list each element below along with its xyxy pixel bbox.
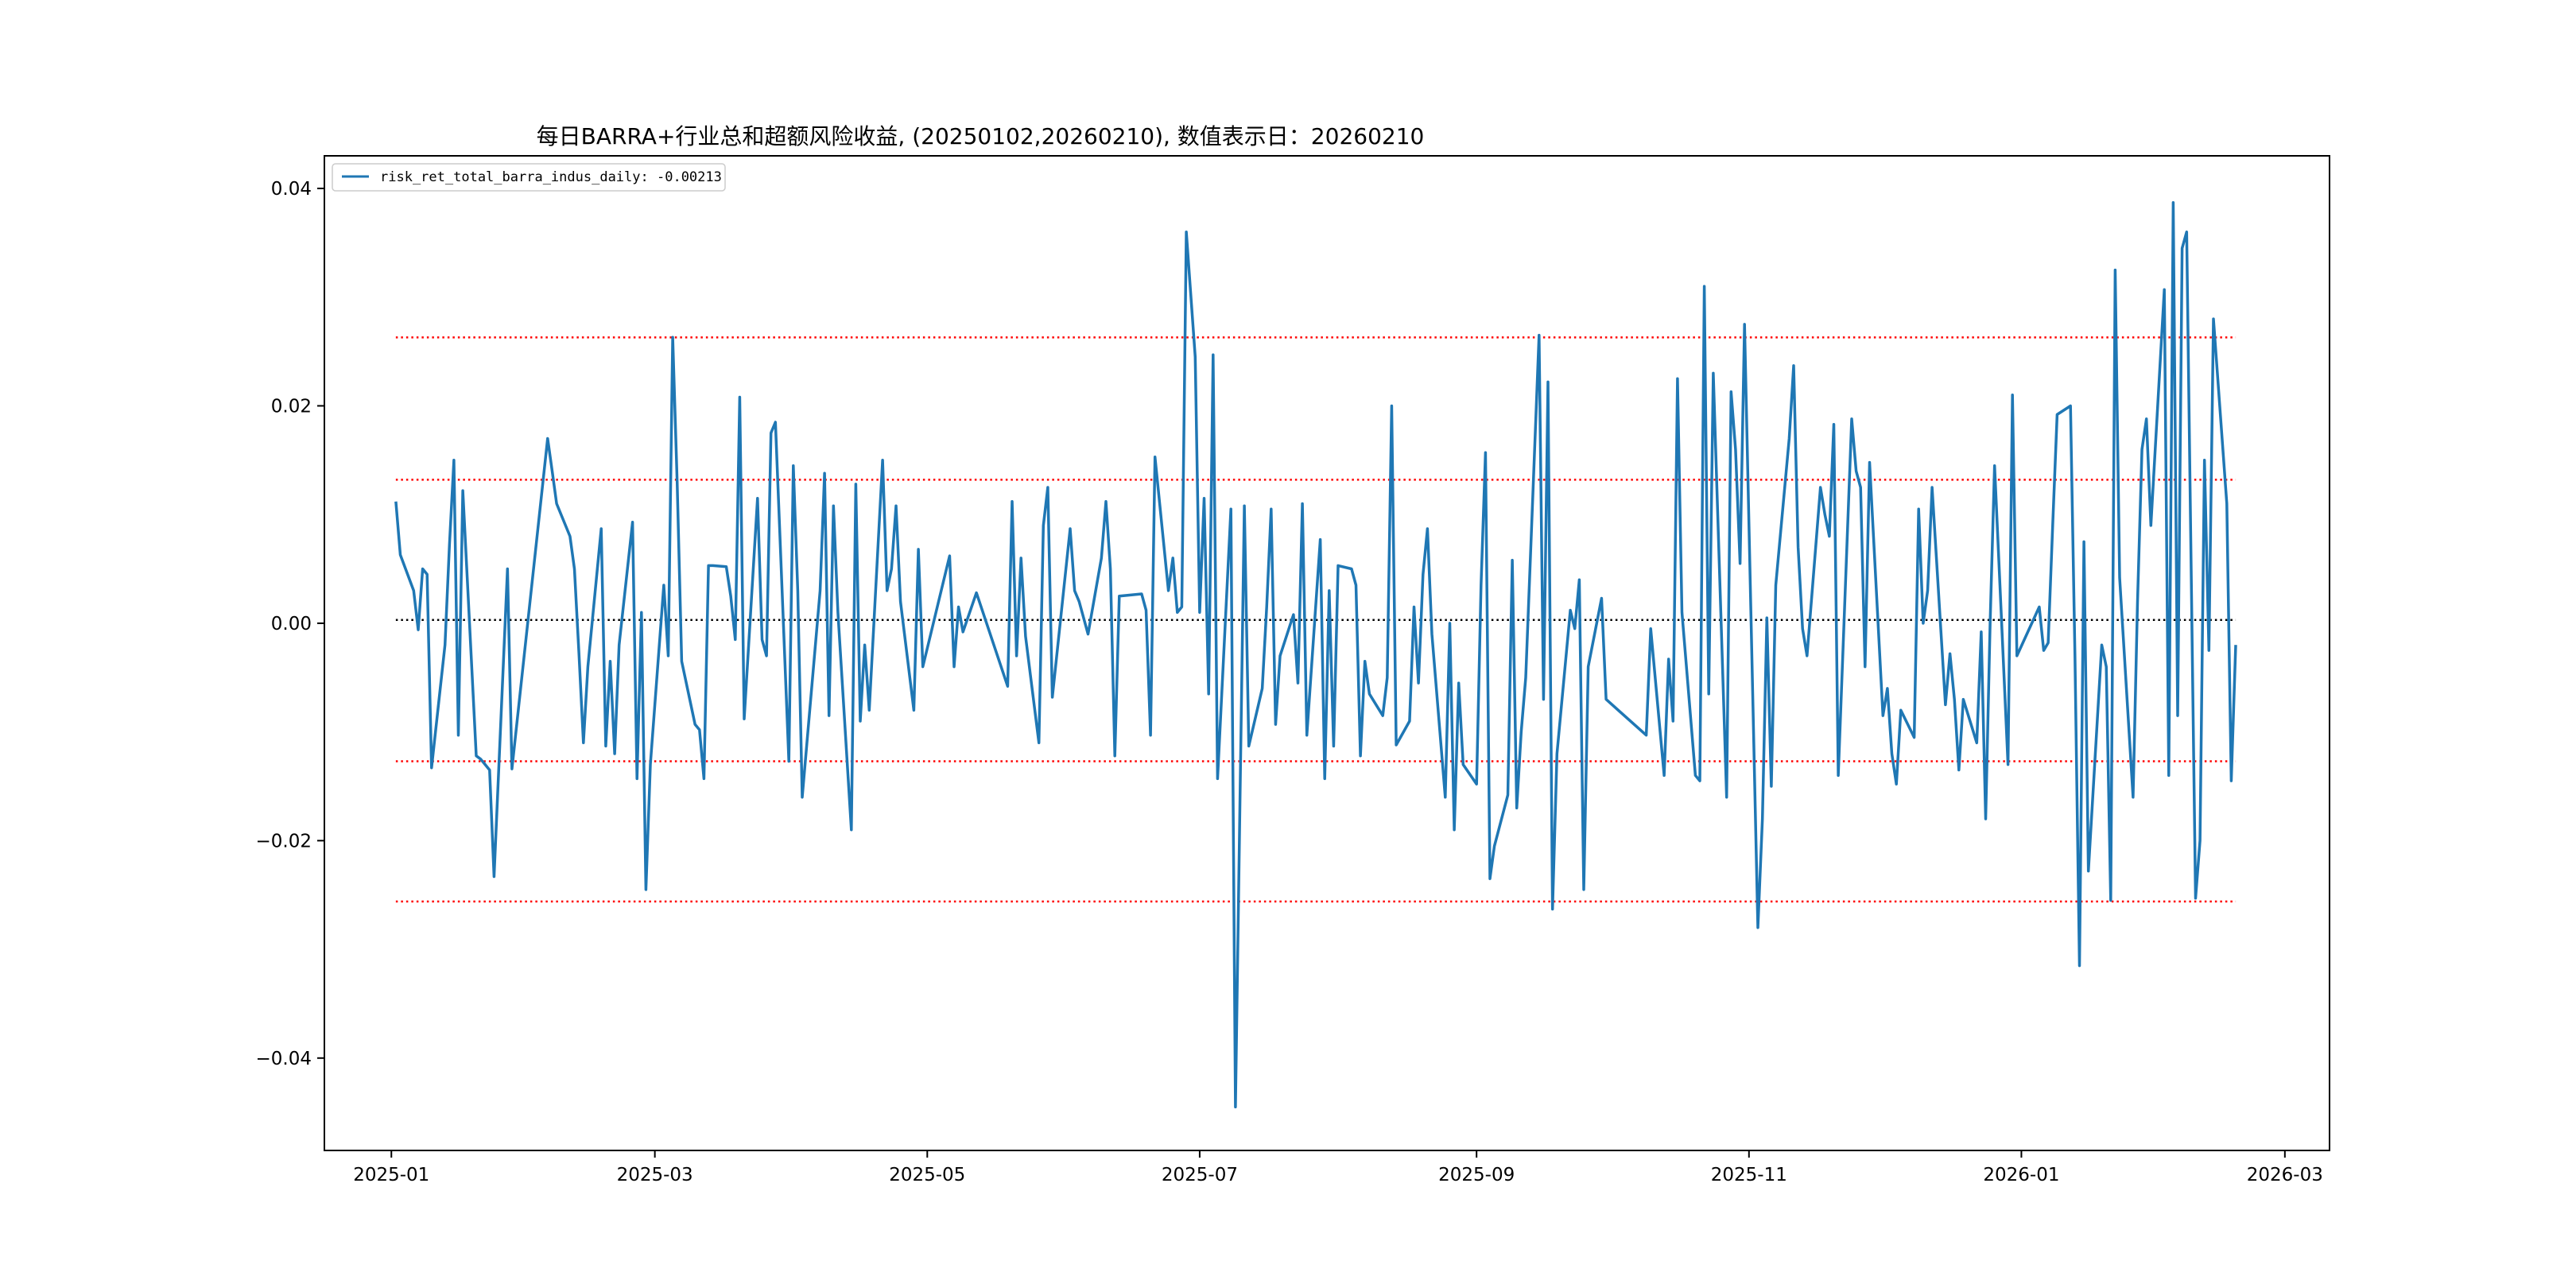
y-tick-label: 0.02	[271, 396, 312, 417]
y-tick-label: −0.02	[256, 831, 312, 852]
x-tick-label: 2025-05	[889, 1165, 965, 1185]
x-tick-label: 2025-09	[1438, 1165, 1515, 1185]
legend-box	[332, 163, 726, 192]
plot-frame	[324, 155, 2330, 1151]
data-series	[394, 201, 2237, 1109]
x-tick-label: 2026-01	[1983, 1165, 2059, 1185]
x-axis: 2025-01 2025-03 2025-05 2025-07 2025-09 2025-…	[353, 1150, 2323, 1185]
chart-title: 每日BARRA+行业总和超额风险收益, (20250102,20260210),…	[537, 123, 1425, 149]
x-tick-label: 2025-11	[1711, 1165, 1787, 1185]
y-tick-label: −0.04	[256, 1049, 312, 1069]
x-tick-label: 2025-01	[353, 1165, 429, 1185]
y-axis: 0.04 0.02 0.00 −0.02 −0.04	[256, 179, 324, 1069]
y-tick-label: 0.04	[271, 179, 312, 200]
x-tick-label: 2025-07	[1162, 1165, 1238, 1185]
x-tick-label: 2026-03	[2247, 1165, 2323, 1185]
x-tick-label: 2025-03	[617, 1165, 693, 1185]
legend: risk_ret_total_barra_indus_daily: -0.002…	[332, 163, 726, 192]
y-tick-label: 0.00	[271, 614, 312, 634]
series-line	[394, 201, 2237, 1109]
legend-label: risk_ret_total_barra_indus_daily: -0.002…	[380, 169, 722, 185]
